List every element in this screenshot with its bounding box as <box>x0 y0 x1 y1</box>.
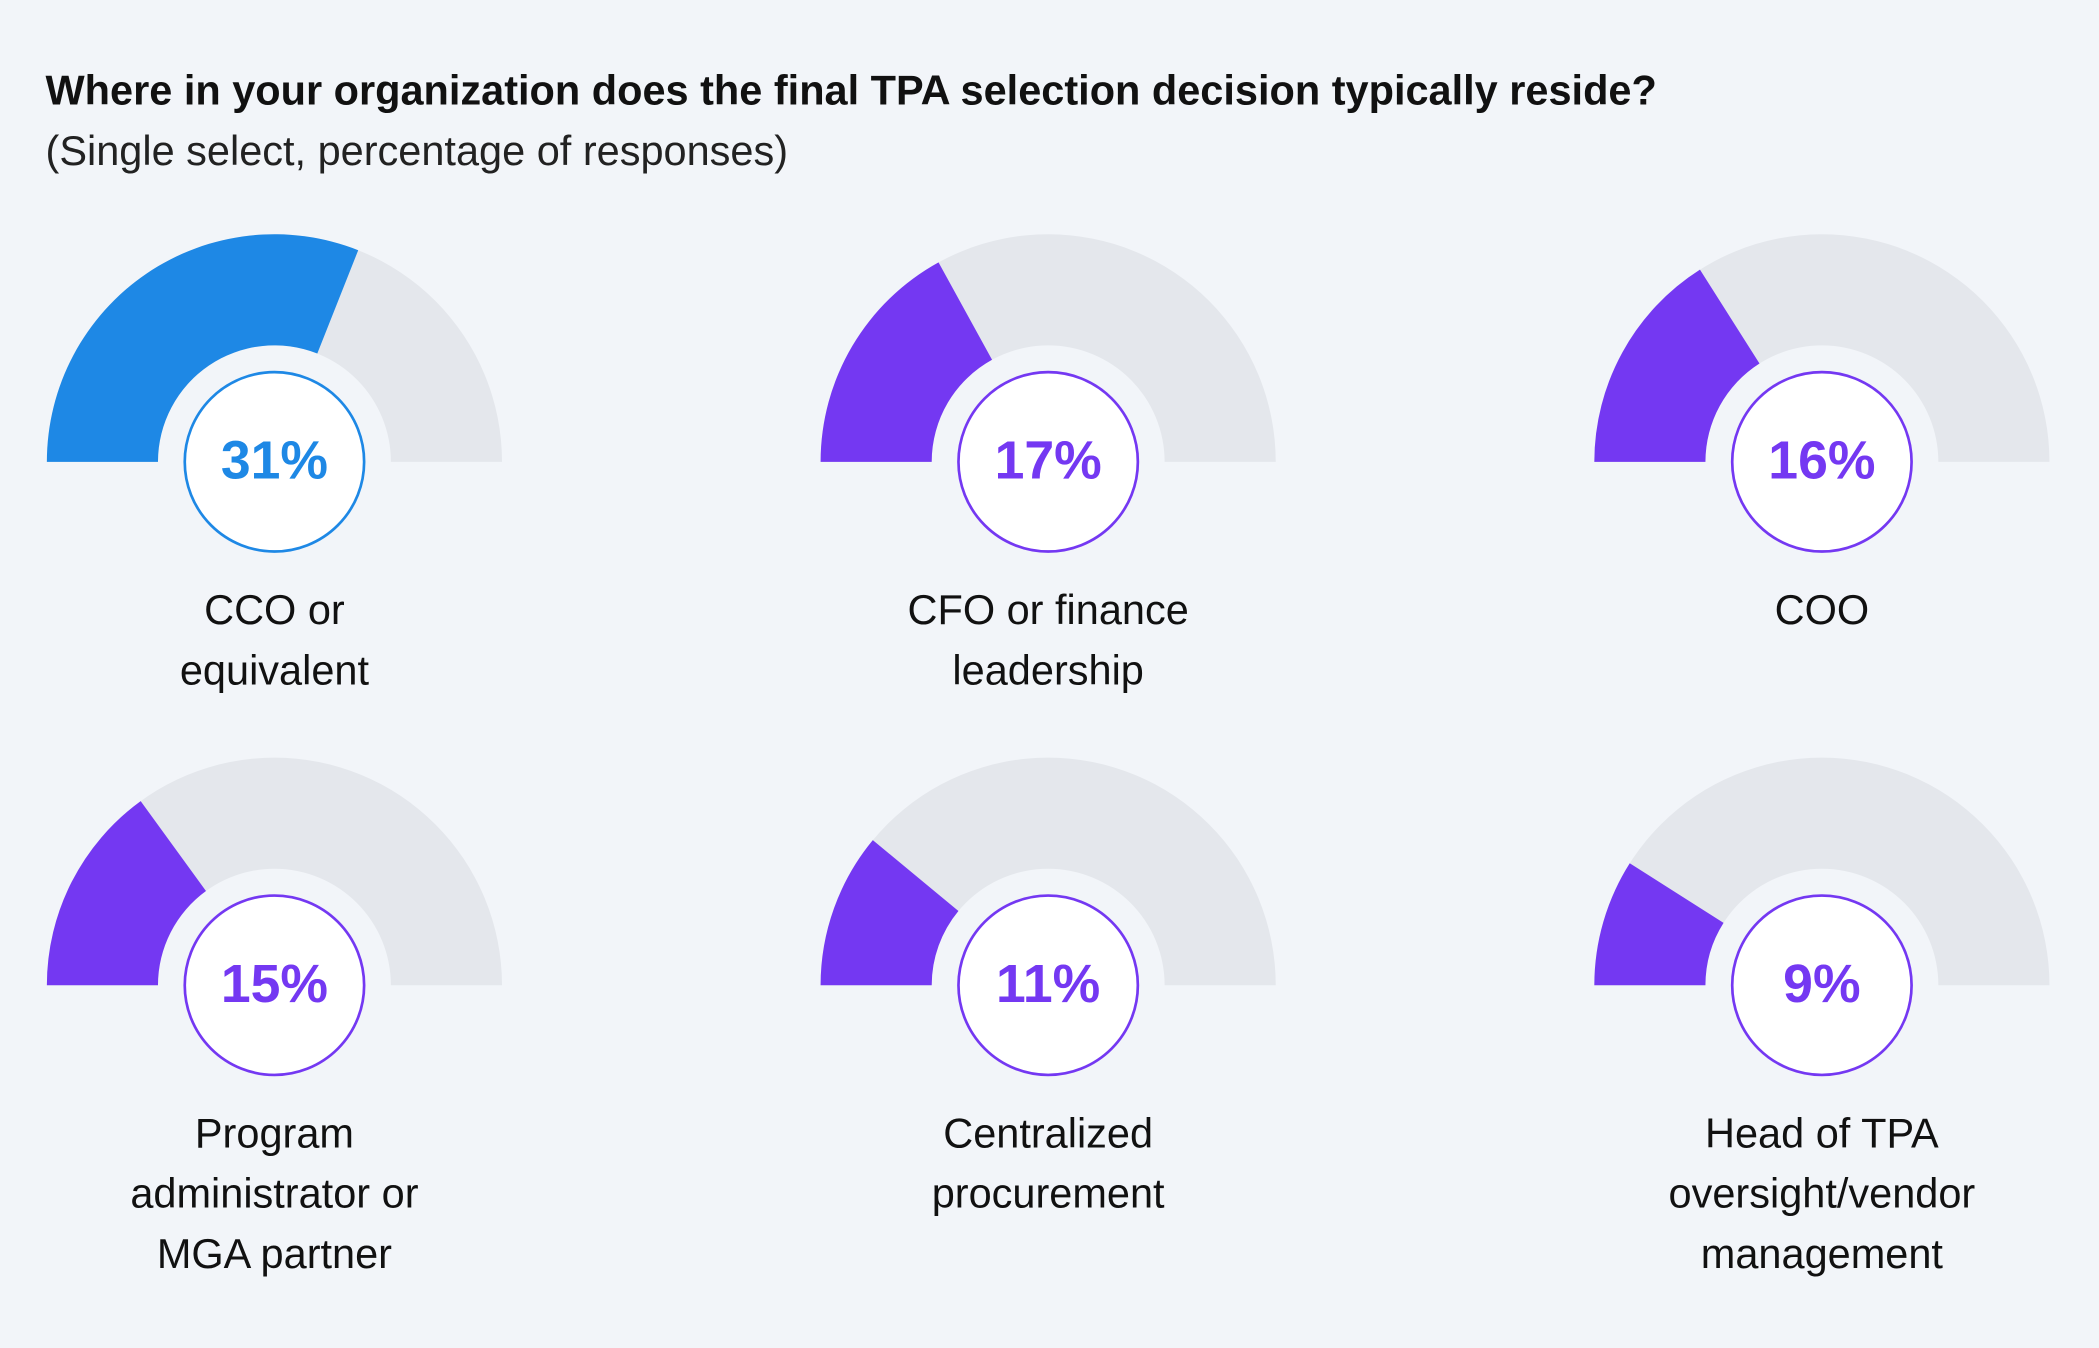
category-label: equivalent <box>180 646 370 693</box>
category-label: procurement <box>932 1170 1165 1217</box>
value-circle <box>1730 370 1913 553</box>
category-label: CFO or finance <box>908 586 1189 633</box>
value-circle <box>183 370 366 553</box>
value-circle <box>183 894 366 1077</box>
value-label: 16% <box>1768 432 1875 491</box>
chart-title: Where in your organization does the fina… <box>46 67 1657 114</box>
category-label: Centralized <box>943 1109 1153 1156</box>
gauge-value <box>46 234 359 462</box>
category-label: Head of TPA <box>1705 1109 1939 1156</box>
value-label: 11% <box>996 955 1100 1014</box>
value-circle <box>1730 894 1913 1077</box>
gauge-value <box>820 262 993 462</box>
value-label: 15% <box>221 955 328 1014</box>
value-circle <box>957 894 1140 1077</box>
gauge-value <box>1594 269 1760 462</box>
gauge-value <box>1594 863 1724 986</box>
category-label: MGA partner <box>157 1230 392 1277</box>
value-label: 17% <box>995 432 1102 491</box>
category-label: Program <box>195 1109 354 1156</box>
value-label: 31% <box>221 432 328 491</box>
category-label: oversight/vendor <box>1669 1170 1976 1217</box>
category-label: management <box>1701 1230 1944 1277</box>
gauge-value <box>820 840 959 986</box>
chart-subtitle: (Single select, percentage of responses) <box>46 127 789 174</box>
category-label: CCO or <box>204 586 345 633</box>
category-label: COO <box>1775 586 1870 633</box>
value-circle <box>957 370 1140 553</box>
gauge-value <box>46 801 206 986</box>
value-label: 9% <box>1783 955 1860 1014</box>
category-label: leadership <box>952 646 1143 693</box>
category-label: administrator or <box>130 1170 418 1217</box>
